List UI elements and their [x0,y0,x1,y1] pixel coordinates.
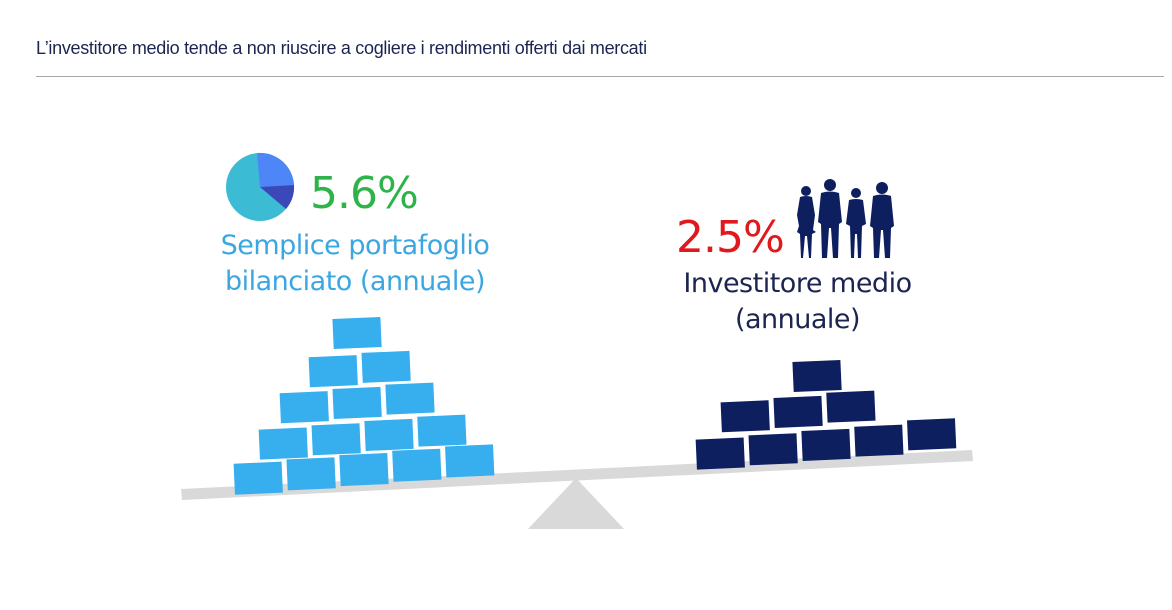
pie-chart-icon [226,152,295,221]
caption-line: bilanciato (annuale) [225,266,486,297]
average-investor-return: 2.5% [676,212,785,263]
balanced-portfolio-return: 5.6% [310,168,419,219]
caption-line: (annuale) [734,304,861,335]
left-block-pyramid [233,316,495,495]
header-divider [36,76,1164,77]
average-investor-caption: Investitore medio (annuale) [660,266,935,338]
caption-line: Investitore medio [683,268,912,299]
caption-line: Semplice portafoglio [220,230,490,261]
fulcrum-triangle [528,478,624,529]
people-silhouettes-icon [797,179,894,258]
right-block-pyramid [695,359,957,470]
page-title: L’investitore medio tende a non riuscire… [36,38,647,58]
balanced-portfolio-caption: Semplice portafoglio bilanciato (annuale… [190,228,520,300]
